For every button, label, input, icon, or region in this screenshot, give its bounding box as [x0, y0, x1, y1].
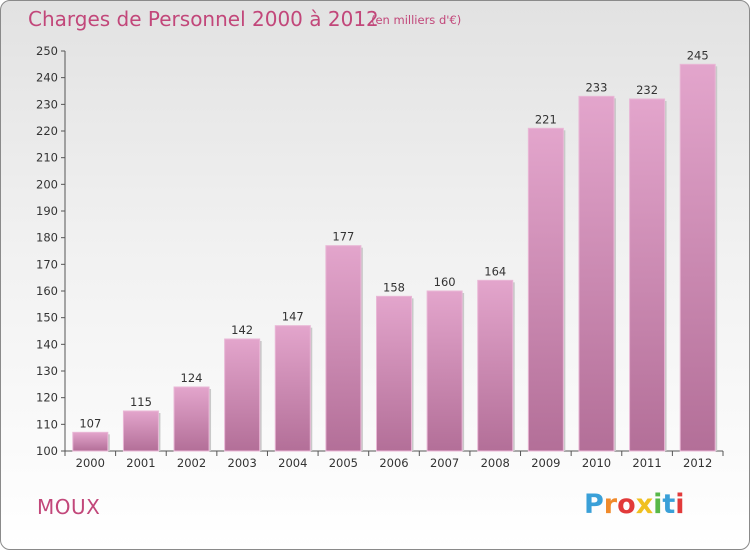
x-tick-label: 2007 — [430, 456, 459, 470]
logo-letter: P — [584, 489, 604, 520]
bar-2005 — [325, 245, 362, 452]
bar-value-label: 147 — [282, 310, 304, 324]
bar-2009 — [527, 127, 564, 452]
x-tick-label: 2008 — [481, 456, 510, 470]
proxiti-logo: Proxiti — [584, 489, 685, 520]
logo-letter: i — [675, 489, 685, 520]
commune-name: MOUX — [37, 495, 101, 519]
y-tick-label: 230 — [36, 97, 58, 111]
bar-value-label: 232 — [636, 83, 658, 97]
y-tick-label: 220 — [36, 124, 58, 138]
logo-letter: t — [662, 489, 676, 520]
x-tick-label: 2004 — [278, 456, 307, 470]
y-tick-label: 110 — [36, 417, 58, 431]
bar-2008 — [477, 279, 514, 452]
bar-2002 — [173, 386, 210, 452]
x-tick-label: 2005 — [329, 456, 358, 470]
y-tick-label: 160 — [36, 284, 58, 298]
y-tick-label: 190 — [36, 204, 58, 218]
y-tick-label: 240 — [36, 71, 58, 85]
y-tick-label: 120 — [36, 391, 58, 405]
bar-2007 — [426, 290, 463, 452]
y-tick-label: 170 — [36, 257, 58, 271]
bar-value-label: 160 — [434, 275, 456, 289]
bar-value-label: 115 — [130, 395, 152, 409]
x-tick-label: 2010 — [582, 456, 611, 470]
logo-letter: x — [635, 489, 654, 520]
x-tick-label: 2012 — [683, 456, 712, 470]
x-tick-label: 2002 — [177, 456, 206, 470]
x-tick-label: 2006 — [379, 456, 408, 470]
bar-value-label: 107 — [79, 416, 101, 430]
bar-2003 — [224, 338, 261, 452]
y-tick-label: 150 — [36, 311, 58, 325]
logo-letter: o — [617, 489, 636, 520]
bar-value-label: 142 — [231, 323, 253, 337]
y-tick-label: 100 — [36, 444, 58, 458]
bar-value-label: 124 — [181, 371, 203, 385]
y-tick-label: 250 — [36, 44, 58, 58]
bar-2004 — [274, 325, 311, 452]
logo-letter: i — [653, 489, 663, 520]
x-tick-label: 2000 — [76, 456, 105, 470]
y-tick-label: 130 — [36, 364, 58, 378]
x-tick-label: 2011 — [632, 456, 661, 470]
bar-value-label: 158 — [383, 280, 405, 294]
logo-letter: r — [603, 489, 618, 520]
x-tick-label: 2009 — [531, 456, 560, 470]
y-tick-label: 200 — [36, 177, 58, 191]
bar-value-label: 245 — [687, 48, 709, 62]
y-tick-label: 210 — [36, 151, 58, 165]
chart-title: Charges de Personnel 2000 à 2012 — [28, 7, 379, 31]
bar-2001 — [122, 410, 159, 452]
chart-subtitle: (en milliers d'€) — [371, 13, 462, 27]
bar-2000 — [72, 431, 109, 452]
bar-2012 — [679, 63, 716, 452]
bar-2011 — [629, 98, 666, 452]
bar-2006 — [376, 295, 412, 452]
x-tick-label: 2001 — [126, 456, 155, 470]
bar-value-label: 164 — [484, 264, 506, 278]
x-tick-label: 2003 — [228, 456, 257, 470]
bar-2010 — [578, 95, 615, 452]
bar-value-label: 233 — [585, 80, 607, 94]
bar-value-label: 177 — [332, 230, 354, 244]
bar-value-label: 221 — [535, 112, 557, 126]
y-tick-label: 140 — [36, 337, 58, 351]
y-tick-label: 180 — [36, 231, 58, 245]
